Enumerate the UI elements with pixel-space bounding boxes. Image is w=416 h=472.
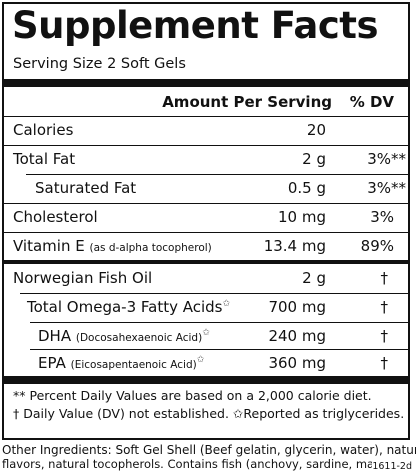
nutrient-label: Vitamin E [13,237,85,255]
thick-divider [4,376,408,384]
nutrient-name: Vitamin E (as d-alpha tocopherol) [13,237,212,255]
nutrient-dv: † [380,327,389,345]
nutrient-row-calories: Calories 20 [4,118,408,140]
nutrient-amount: 20 [306,121,326,139]
nutrient-name: Total Omega-3 Fatty Acids✩ [27,298,230,316]
nutrient-amount: 2 g [302,269,326,287]
nutrient-name: EPA (Eicosapentaenoic Acid)✩ [38,354,204,372]
nutrient-label: DHA [38,327,72,345]
other-ingredients-line: Other Ingredients: Soft Gel Shell (Beef … [2,443,416,457]
product-code: 1611-2d [372,461,412,472]
nutrient-row-total-fat: Total Fat 2 g 3%** [4,147,408,169]
nutrient-amount: 360 mg [268,354,326,372]
star-icon: ✩ [202,328,210,338]
star-icon: ✩ [222,299,231,309]
nutrient-dv: † [380,354,389,372]
divider [30,322,408,323]
nutrient-dv: 3% [370,208,394,226]
nutrient-name: Calories [13,121,74,139]
nutrient-amount: 2 g [302,150,326,168]
nutrient-row-fish-oil: Norwegian Fish Oil 2 g † [4,266,408,288]
column-header-row: Amount Per Serving % DV [4,90,408,112]
star-icon: ✩ [196,355,205,365]
divider [4,203,408,204]
divider [30,349,408,350]
nutrient-name: Total Fat [13,150,76,168]
nutrient-dv: 3%** [367,179,406,197]
nutrient-row-omega-3: Total Omega-3 Fatty Acids✩ 700 mg † [4,295,408,317]
nutrient-amount: 240 mg [268,327,326,345]
nutrient-name: Norwegian Fish Oil [13,269,153,287]
nutrient-label: Total Omega-3 Fatty Acids [27,298,223,316]
nutrient-dv: 3%** [367,150,406,168]
nutrient-row-cholesterol: Cholesterol 10 mg 3% [4,205,408,227]
nutrient-dv: 89% [360,237,394,255]
panel-title: Supplement Facts [12,4,379,47]
dv-header: % DV [349,93,394,111]
divider [20,293,408,294]
footnote-daily-values: ** Percent Daily Values are based on a 2… [13,388,372,403]
thick-divider [4,79,408,87]
nutrient-row-saturated-fat: Saturated Fat 0.5 g 3%** [4,176,408,198]
supplement-facts-panel: Supplement Facts Serving Size 2 Soft Gel… [2,2,410,440]
nutrient-dv: † [380,269,389,287]
divider [4,145,408,146]
nutrient-name: DHA (Docosahexaenoic Acid)✩ [38,327,210,345]
other-ingredients-line: flavors, natural tocopherols. Contains f… [2,457,372,471]
nutrient-amount: 10 mg [278,208,326,226]
divider [26,174,408,175]
nutrient-row-vitamin-e: Vitamin E (as d-alpha tocopherol) 13.4 m… [4,234,408,256]
divider [4,116,408,117]
nutrient-note: (Docosahexaenoic Acid) [75,332,203,344]
nutrient-note: (Eicosapentaenoic Acid) [70,359,197,371]
nutrient-dv: † [380,298,389,316]
nutrient-amount: 700 mg [268,298,326,316]
amount-header: Amount Per Serving [162,93,332,111]
divider [4,232,408,233]
serving-size: Serving Size 2 Soft Gels [13,56,186,72]
nutrient-name: Cholesterol [13,208,98,226]
nutrient-amount: 0.5 g [287,179,326,197]
nutrient-amount: 13.4 mg [263,237,326,255]
footnote-not-established: † Daily Value (DV) not established. ✩Rep… [13,406,405,421]
nutrient-row-epa: EPA (Eicosapentaenoic Acid)✩ 360 mg † [4,351,408,373]
nutrient-note: (as d-alpha tocopherol) [89,242,212,254]
nutrient-name: Saturated Fat [35,179,137,197]
nutrient-row-dha: DHA (Docosahexaenoic Acid)✩ 240 mg † [4,324,408,346]
nutrient-label: EPA [38,354,66,372]
medium-divider [4,260,408,264]
